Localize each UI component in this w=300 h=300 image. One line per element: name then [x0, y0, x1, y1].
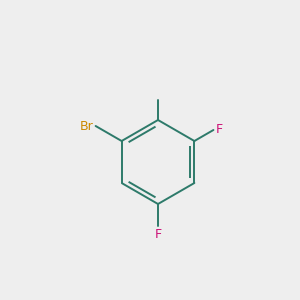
- Text: F: F: [215, 124, 223, 136]
- Text: Br: Br: [80, 119, 94, 133]
- Text: F: F: [154, 228, 162, 241]
